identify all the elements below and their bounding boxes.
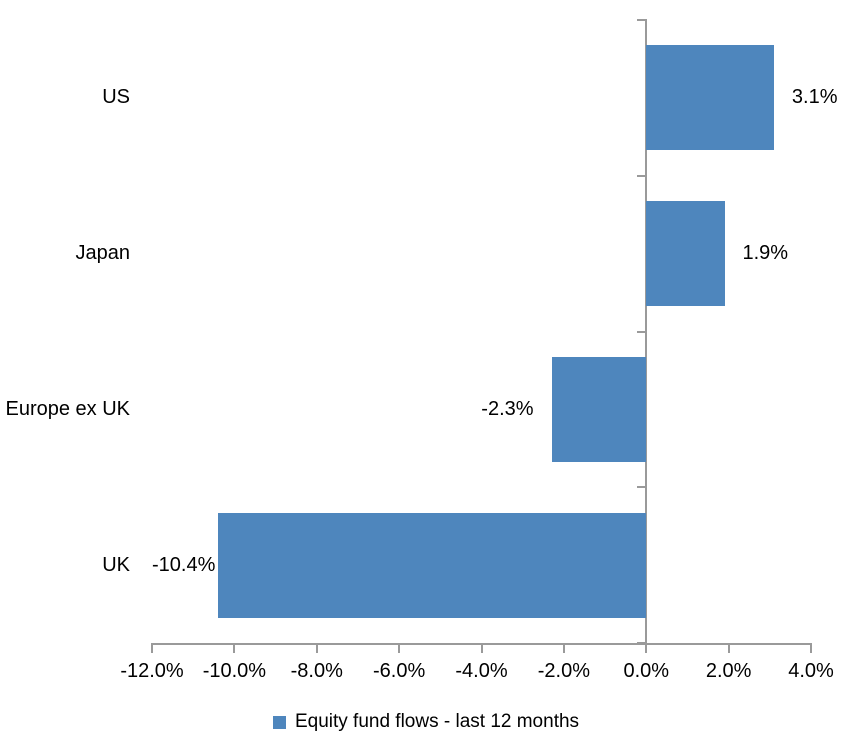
category-boundary-tick <box>637 642 646 644</box>
category-label-europe-ex-uk: Europe ex UK <box>5 397 130 420</box>
x-axis-tick <box>315 643 318 653</box>
legend-marker-icon <box>272 715 286 729</box>
x-axis-tick <box>727 643 730 653</box>
legend: Equity fund flows - last 12 months <box>0 711 852 733</box>
x-axis-tick <box>645 643 648 653</box>
bar-europe-ex-uk <box>551 356 647 462</box>
x-axis-tick-label: -2.0% <box>537 660 590 682</box>
x-axis-tick-label: -8.0% <box>290 660 343 682</box>
data-label-us: 3.1% <box>791 86 838 109</box>
category-label-us: US <box>102 86 130 109</box>
bar-uk <box>217 512 647 618</box>
data-label-japan: 1.9% <box>742 242 789 265</box>
bar-japan <box>646 201 725 307</box>
x-axis-tick-label: 2.0% <box>705 660 752 682</box>
bar-us <box>646 45 774 151</box>
x-axis-tick <box>810 643 812 653</box>
data-label-uk: -10.4% <box>152 553 216 576</box>
x-axis-tick-label: 0.0% <box>623 660 670 682</box>
x-axis-tick-label: -12.0% <box>120 660 184 682</box>
x-axis-tick-label: -6.0% <box>373 660 426 682</box>
x-axis-tick <box>398 643 401 653</box>
category-boundary-tick <box>637 19 646 21</box>
legend-label: Equity fund flows - last 12 months <box>294 711 580 732</box>
category-boundary-tick <box>637 174 646 177</box>
x-axis-tick <box>562 643 565 653</box>
x-axis-tick-label: 4.0% <box>788 660 834 682</box>
category-boundary-tick <box>637 486 646 489</box>
x-axis-tick-label: -10.0% <box>202 660 267 682</box>
x-axis-tick <box>151 643 153 653</box>
x-axis-tick <box>233 643 236 653</box>
category-boundary-tick <box>637 330 646 333</box>
category-label-japan: Japan <box>75 242 131 265</box>
x-axis-tick-label: -4.0% <box>455 660 508 682</box>
category-label-uk: UK <box>102 553 130 576</box>
y-axis-zero-line <box>645 19 648 643</box>
x-axis-tick <box>480 643 483 653</box>
data-label-europe-ex-uk: -2.3% <box>481 397 534 420</box>
